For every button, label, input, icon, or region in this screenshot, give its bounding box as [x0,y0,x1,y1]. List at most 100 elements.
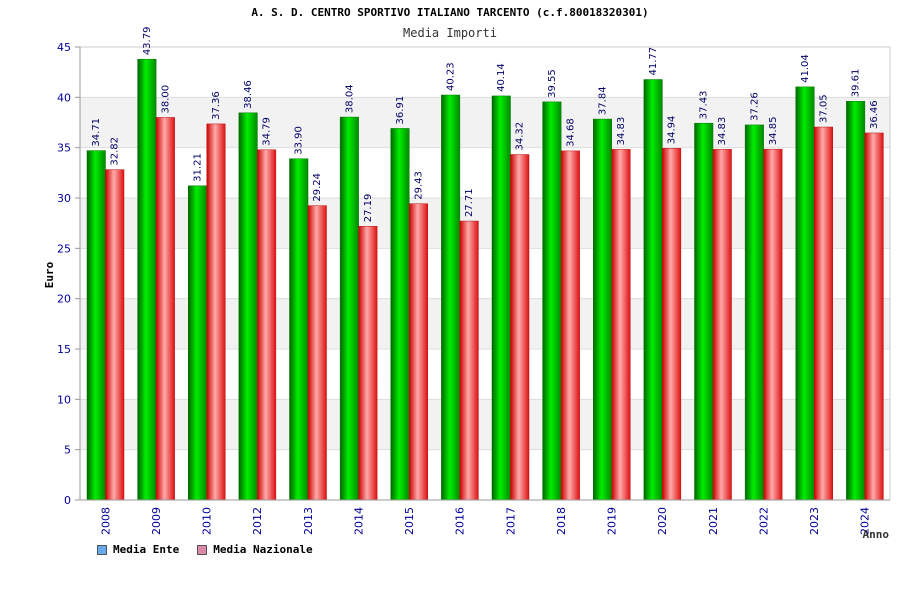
y-axis-label: Euro [43,261,56,288]
data-label: 37.43 [699,91,710,120]
chart-title: A. S. D. CENTRO SPORTIVO ITALIANO TARCEN… [251,6,649,19]
data-label: 34.68 [565,118,576,147]
x-tick-label: 2013 [302,507,315,535]
x-tick-label: 2023 [808,507,821,535]
bar [864,132,884,501]
bar [712,149,732,501]
axes [75,46,891,501]
data-label: 27.19 [363,194,374,223]
x-tick-label: 2022 [757,507,770,535]
bar [155,117,175,501]
data-label: 34.32 [515,122,526,151]
data-label: 34.94 [667,116,678,145]
x-tick-label: 2009 [150,507,163,535]
data-label: 33.90 [294,126,305,155]
bar [137,58,157,501]
bar [744,124,764,501]
y-tick-label: 30 [57,192,71,205]
legend-label-media-ente: Media Ente [113,543,180,556]
x-tick-label: 2012 [251,507,264,535]
legend-item-media-ente: Media Ente [97,543,179,556]
y-tick-label: 25 [57,242,71,255]
data-label: 36.91 [395,96,406,125]
y-tick-label: 15 [57,343,71,356]
legend-label-media-nazionale: Media Nazionale [213,543,313,556]
bar [86,150,106,501]
data-label: 34.85 [768,117,779,146]
x-tick-label: 2021 [707,507,720,535]
bar [763,148,783,501]
legend-swatch-media-nazionale [197,544,208,555]
bar [289,158,309,501]
data-label: 43.79 [142,27,153,56]
y-tick-label: 45 [57,41,71,54]
data-label: 40.14 [496,63,507,92]
data-label: 41.77 [648,47,659,76]
y-tick-label: 40 [57,91,71,104]
y-tick-label: 35 [57,142,71,155]
data-label: 27.71 [464,188,475,217]
bar [441,94,461,501]
data-label: 37.26 [749,92,760,121]
data-label: 34.83 [616,117,627,146]
bar [814,126,833,501]
bar [105,169,125,501]
bar [188,185,207,501]
data-label: 41.04 [800,54,811,83]
legend-swatch-media-ente [97,544,107,555]
bars-group [86,58,884,501]
x-tick-label: 2008 [99,507,112,535]
x-tick-label: 2010 [201,507,214,535]
data-label: 37.05 [819,94,830,123]
bar [795,86,815,501]
bar [846,101,866,501]
bar [643,79,663,501]
bar [542,101,562,501]
bar [206,123,226,501]
data-label: 34.79 [262,117,273,146]
data-label: 31.21 [193,153,204,182]
y-tick-label: 5 [64,444,71,457]
data-label: 32.82 [110,137,121,166]
data-label: 34.83 [717,117,728,146]
y-tick-labels: 0 5 10 15 20 25 30 35 40 45 [57,41,71,507]
bar [459,220,479,501]
data-label: 39.61 [851,69,862,98]
legend: Media Ente Media Nazionale [97,543,313,556]
data-label: 39.55 [547,69,558,98]
bar [662,148,682,501]
x-tick-label: 2014 [352,507,365,535]
bar [358,226,378,501]
bar [409,203,428,501]
y-tick-label: 20 [57,293,71,306]
data-label: 40.23 [446,62,457,91]
x-axis-label: Anno [863,528,890,541]
data-labels: 34.71 32.82 43.79 38.00 31.21 37.36 38.46 34.79… [91,27,880,223]
bar [339,116,359,501]
bar [257,149,277,501]
data-label: 34.71 [91,118,102,147]
x-tick-labels: 2008 2009 2010 2012 2013 2014 2015 2016 2017 2018… [99,507,871,535]
bar [238,112,258,501]
data-label: 37.36 [211,91,222,120]
bar [510,154,530,501]
y-tick-label: 10 [57,393,71,406]
bar [560,150,580,501]
data-label: 38.00 [160,85,171,114]
x-tick-label: 2024 [859,507,872,535]
bar [593,118,612,501]
data-label: 29.24 [312,173,323,202]
data-label: 37.84 [598,86,609,115]
x-tick-label: 2017 [504,507,517,535]
bar [611,149,631,501]
data-label: 36.46 [869,100,880,129]
data-label: 38.46 [243,80,254,109]
data-label: 29.43 [414,171,425,200]
legend-item-media-nazionale: Media Nazionale [197,543,313,556]
x-tick-label: 2018 [555,507,568,535]
x-tick-label: 2020 [656,507,669,535]
bar [694,122,714,501]
x-tick-label: 2015 [403,507,416,535]
